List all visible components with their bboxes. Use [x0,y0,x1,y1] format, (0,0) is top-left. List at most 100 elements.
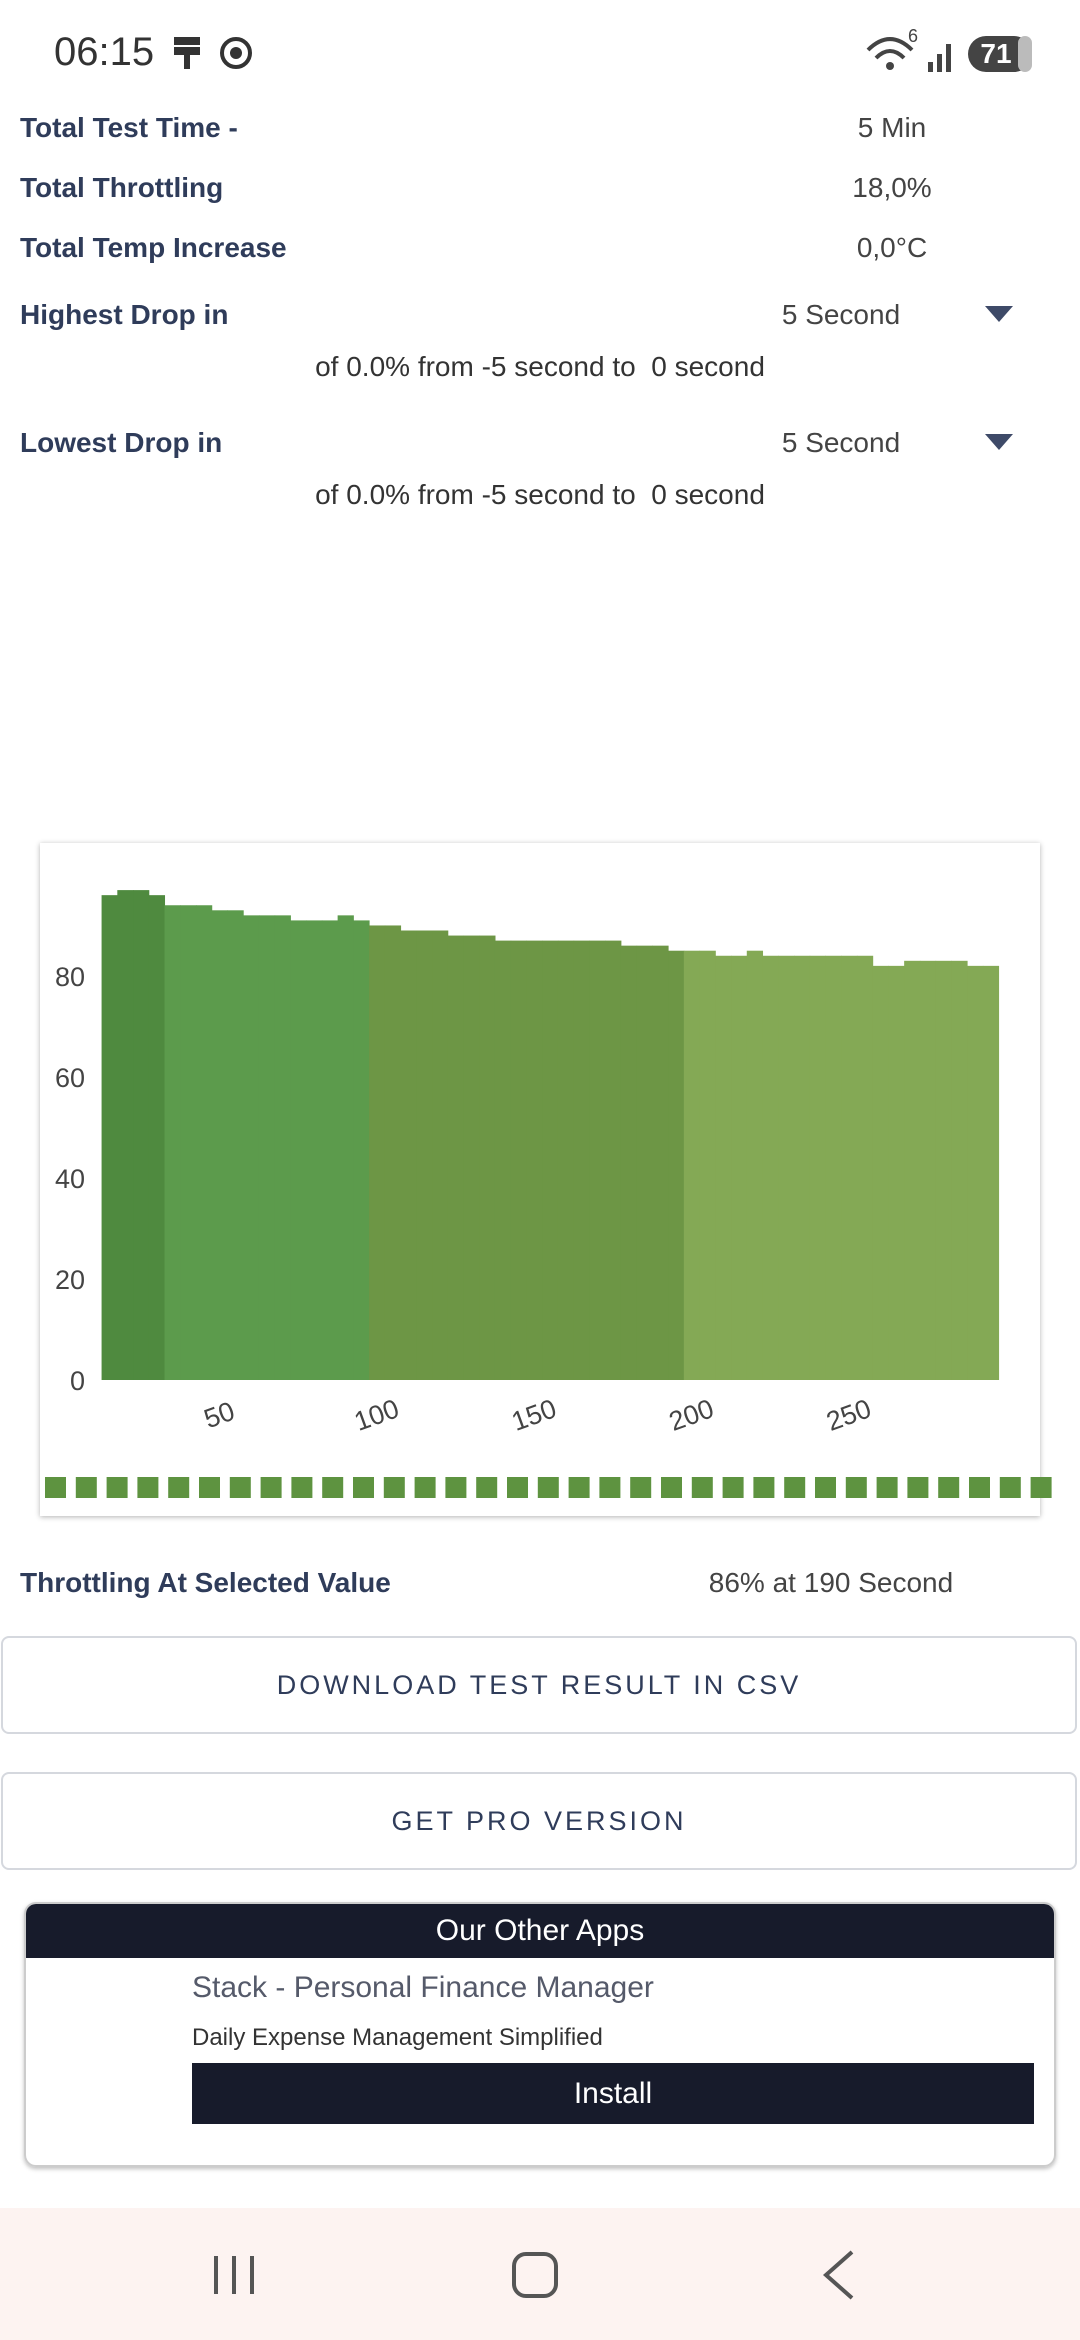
drop-detail: of 0.0% from -5 second to 0 second [315,479,765,510]
download-button[interactable]: DOWNLOAD TEST RESULT IN CSV [1,1636,1077,1734]
summary-value: 0,0°C [856,232,928,263]
summary-value: 5 Min [857,112,927,143]
legend-swatch [168,1477,190,1498]
pro-button[interactable]: GET PRO VERSION [1,1772,1077,1870]
legend-swatch [876,1477,898,1498]
legend-swatch [1030,1477,1052,1498]
legend-swatch [691,1477,713,1498]
y-tick-label: 80 [55,962,85,992]
drop-selection[interactable]: 5 Second [781,299,901,330]
bar [274,915,291,1380]
legend-swatch [815,1477,836,1498]
legend-swatch [907,1477,929,1498]
y-tick-label: 60 [55,1063,85,1093]
legend-swatch [353,1477,374,1498]
dropdown-arrow[interactable] [985,434,1013,450]
legend-swatch [568,1477,590,1498]
chart: 0 20 40 60 80 50 100 150 200 250 [45,890,1052,1498]
bar [668,950,685,1380]
bar [526,940,543,1380]
app-name[interactable]: Stack - Personal Finance Manager [192,1971,654,2004]
legend-swatch [784,1477,806,1498]
bar [258,915,276,1380]
legend-swatch [291,1477,313,1498]
legend-swatch [476,1477,498,1498]
bar [227,910,244,1380]
wifi-badge: 6 [908,28,918,46]
drop-label: Lowest Drop in [20,427,223,458]
legend-swatch [260,1477,282,1498]
bar [243,915,260,1380]
bar [148,895,166,1380]
bar [967,965,984,1380]
recents-button[interactable] [214,2256,254,2294]
bar [337,915,354,1380]
bar [904,960,921,1380]
system-icons: 6 71 [866,28,1032,72]
legend-swatch [599,1477,621,1498]
bar [888,965,905,1380]
legend-swatch [938,1477,960,1498]
bar [432,930,449,1380]
bar [400,930,417,1380]
install-button[interactable]: Install [192,2063,1034,2124]
app-tagline: Daily Expense Management Simplified [192,2024,603,2051]
legend-swatch [414,1477,436,1498]
summary-label: Total Temp Increase [20,232,287,263]
bar [164,905,181,1380]
bar [652,945,669,1380]
bar [620,945,638,1380]
status-icons [174,37,252,69]
legend-swatch [661,1477,682,1498]
legend-swatch [630,1477,652,1498]
drop-detail: of 0.0% from -5 second to 0 second [315,351,765,382]
legend-swatch [969,1477,990,1498]
legend-swatch [75,1477,97,1498]
legend-swatch [507,1477,528,1498]
legend-swatch [322,1477,344,1498]
x-tick-label: 200 [665,1393,718,1437]
bar [479,935,496,1380]
y-tick-label: 40 [55,1164,85,1194]
bar [809,955,826,1380]
bar [133,890,150,1380]
drop-label: Highest Drop in [20,299,229,330]
nav-bar [0,2208,1080,2340]
bar [510,940,527,1380]
bar [494,940,512,1380]
y-tick-label: 0 [70,1366,85,1396]
legend-swatch [199,1477,220,1498]
bar [117,890,134,1380]
bar [557,940,575,1380]
bar [416,930,433,1380]
home-button[interactable] [512,2252,558,2298]
bar [935,960,952,1380]
dropdown-arrow[interactable] [985,306,1013,322]
drop-selection[interactable]: 5 Second [781,427,901,458]
bar [762,955,779,1380]
legend-swatch [445,1477,467,1498]
x-tick-label: 250 [822,1393,875,1437]
legend-swatch [45,1477,66,1498]
bar [872,965,889,1380]
bar [463,935,480,1380]
legend-swatch [106,1477,128,1498]
bar [101,895,118,1380]
summary-value: 18,0% [852,172,932,203]
bar [746,950,764,1380]
bar [542,940,559,1380]
back-button[interactable] [822,2250,854,2300]
bar [715,955,732,1380]
summary-label: Total Throttling [20,172,224,203]
other-apps-card: Our Other Apps [24,1902,1056,2167]
selected-label: Throttling At Selected Value [20,1567,391,1598]
legend-swatch [845,1477,867,1498]
bar [195,905,213,1380]
bar [778,955,795,1380]
legend-swatch [383,1477,405,1498]
bar [856,955,874,1380]
legend-swatch [753,1477,775,1498]
bar [951,960,968,1380]
